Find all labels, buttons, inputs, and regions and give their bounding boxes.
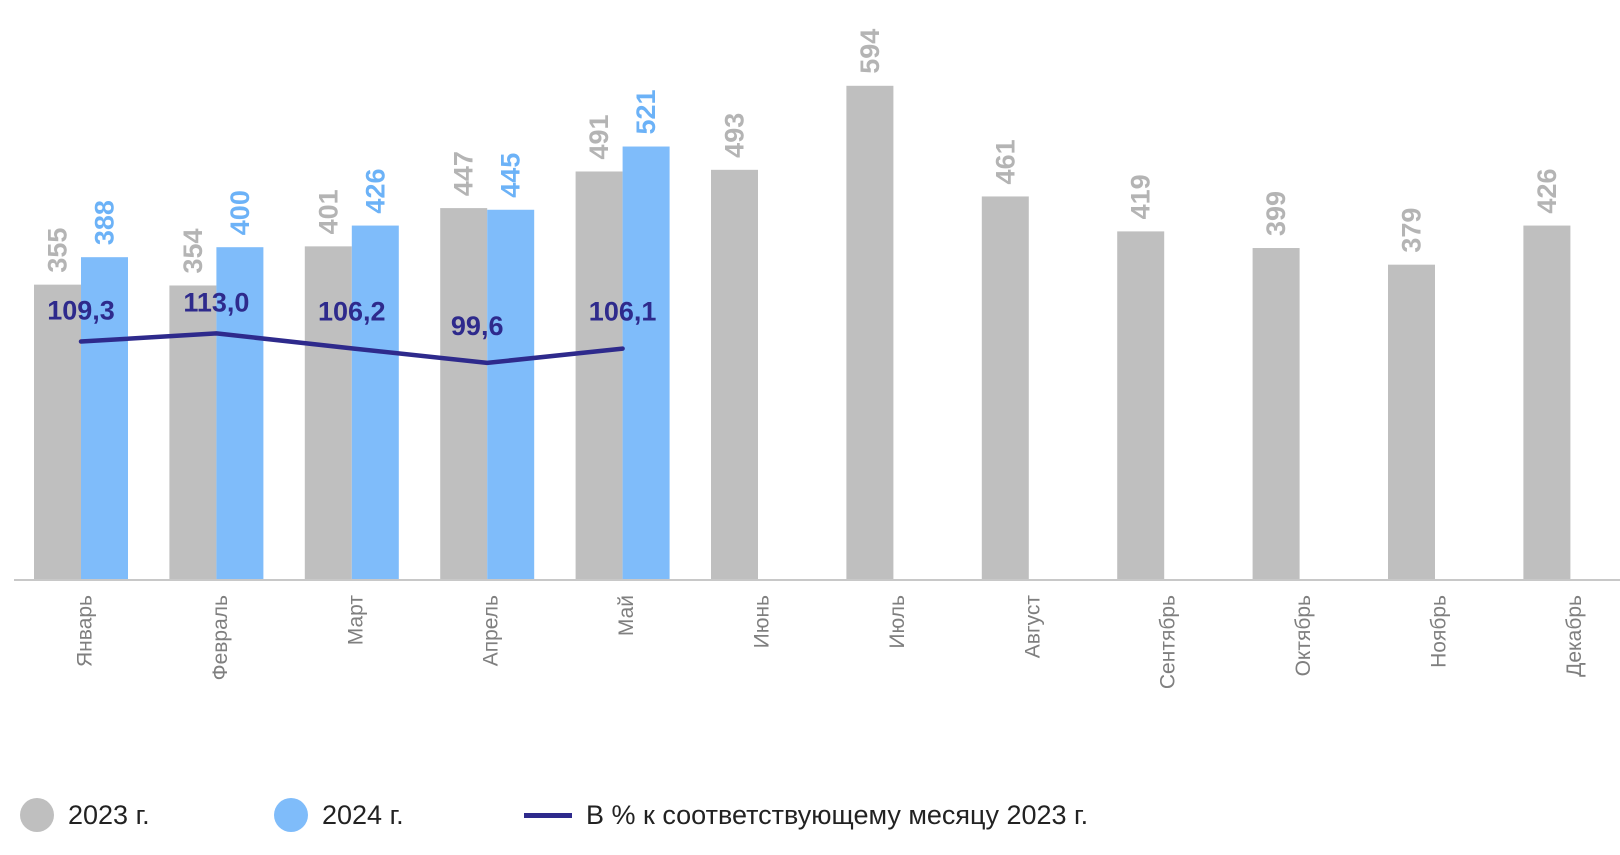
legend-swatch-2024 (274, 798, 308, 832)
legend: 2023 г. 2024 г. В % к соответствующему м… (0, 790, 1620, 840)
data-label-2023-8: 461 (990, 139, 1020, 184)
legend-swatch-percent (524, 812, 572, 818)
data-label-2024-2: 400 (225, 190, 255, 235)
x-tick-label-3: Март (344, 595, 367, 646)
legend-swatch-2023 (20, 798, 54, 832)
x-tick-label-11: Ноябрь (1428, 595, 1451, 668)
bar-2023-11 (1388, 264, 1435, 580)
data-label-2023-11: 379 (1397, 208, 1427, 253)
data-label-2024-4: 445 (496, 153, 526, 198)
x-tick-label-4: Апрель (480, 595, 503, 666)
percent-line (78, 331, 625, 366)
legend-item-2023: 2023 г. (20, 790, 150, 840)
bar-2023-1 (34, 284, 81, 580)
data-label-2023-7: 594 (855, 29, 885, 74)
data-label-2024-3: 426 (360, 169, 390, 214)
legend-label-2024: 2024 г. (322, 799, 404, 830)
bar-2024-3 (351, 225, 399, 580)
percent-label-2: 113,0 (183, 287, 249, 317)
bar-2024-5 (622, 146, 670, 580)
legend-item-2024: 2024 г. (274, 790, 404, 840)
bar-2024-1 (81, 257, 128, 580)
bar-2023-5 (575, 171, 623, 580)
bar-2023-3 (304, 246, 352, 581)
x-tick-label-5: Май (615, 595, 638, 636)
bar-2023-2 (169, 285, 217, 580)
x-tick-label-9: Сентябрь (1157, 595, 1180, 689)
bar-2024-2 (216, 247, 264, 580)
data-label-2023-1: 355 (43, 228, 73, 273)
data-label-2023-10: 399 (1261, 191, 1291, 236)
data-label-2023-2: 354 (178, 228, 208, 273)
data-label-2023-3: 401 (313, 189, 343, 234)
chart: 355 388 354 400 401 426 447 445 491 521 493 594 461 4… (14, 29, 1620, 689)
data-label-2023-5: 491 (584, 114, 614, 159)
bar-2023-6 (711, 169, 758, 580)
data-label-2023-6: 493 (720, 113, 750, 158)
x-tick-label-1: Январь (74, 595, 97, 667)
x-tick-label-8: Август (1021, 595, 1044, 659)
data-label-2023-9: 419 (1126, 174, 1156, 219)
x-tick-label-2: Февраль (209, 595, 232, 680)
data-label-2023-12: 426 (1532, 169, 1562, 214)
data-label-2024-1: 388 (90, 200, 120, 245)
percent-label-5: 106,1 (589, 297, 657, 327)
percent-label-4: 99,6 (451, 311, 504, 341)
bar-2023-10 (1252, 248, 1300, 581)
bar-2023-12 (1523, 225, 1571, 580)
bar-2023-9 (1117, 231, 1165, 580)
x-tick-label-10: Октябрь (1292, 595, 1315, 676)
x-tick-label-12: Декабрь (1563, 595, 1586, 677)
data-label-2023-4: 447 (449, 151, 479, 196)
data-label-2024-5: 521 (631, 89, 661, 134)
legend-label-percent: В % к соответствующему месяцу 2023 г. (586, 799, 1089, 830)
percent-label-3: 106,2 (318, 296, 386, 326)
bar-2023-8 (981, 196, 1029, 580)
bar-2023-7 (846, 85, 894, 581)
legend-label-2023: 2023 г. (68, 799, 150, 830)
x-tick-label-7: Июль (886, 595, 909, 649)
bar-2023-4 (440, 208, 488, 580)
legend-item-percent: В % к соответствующему месяцу 2023 г. (524, 790, 1088, 840)
x-tick-label-6: Июнь (751, 595, 774, 648)
bar-2024-4 (487, 209, 535, 580)
percent-label-1: 109,3 (47, 296, 115, 326)
